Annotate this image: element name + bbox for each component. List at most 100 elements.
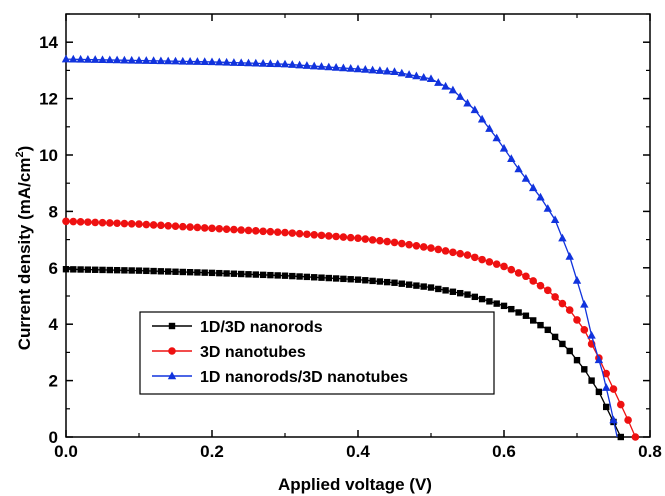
data-point xyxy=(441,81,450,90)
data-point xyxy=(230,225,238,234)
data-point xyxy=(113,219,121,228)
data-point xyxy=(149,56,158,65)
y-tick-label: 0 xyxy=(49,428,58,447)
y-tick-label: 10 xyxy=(39,146,58,165)
data-point xyxy=(200,224,209,232)
legend-label: 1D nanorods/3D nanotubes xyxy=(200,369,408,386)
data-point xyxy=(128,267,135,274)
data-point xyxy=(463,98,472,107)
data-point xyxy=(435,285,442,293)
data-point xyxy=(340,275,347,283)
data-point xyxy=(237,58,246,67)
data-point xyxy=(470,105,479,114)
x-tick-label: 0.6 xyxy=(492,442,516,461)
data-point xyxy=(412,242,421,250)
data-point xyxy=(368,65,377,74)
data-point xyxy=(507,265,516,274)
x-tick-label: 0.0 xyxy=(54,442,78,461)
x-tick-label: 0.2 xyxy=(200,442,224,461)
series-square xyxy=(62,266,624,441)
data-point xyxy=(346,64,355,72)
data-point xyxy=(222,225,231,233)
data-point xyxy=(215,224,224,233)
data-point xyxy=(398,239,406,248)
data-point xyxy=(617,400,625,409)
data-point xyxy=(375,66,385,74)
data-point xyxy=(92,266,99,273)
data-point xyxy=(91,55,100,63)
data-point xyxy=(288,60,297,68)
data-point xyxy=(514,164,523,173)
data-point xyxy=(471,293,478,301)
data-point xyxy=(346,233,355,242)
data-point xyxy=(419,72,428,81)
data-point xyxy=(324,62,333,71)
data-point xyxy=(318,274,325,281)
legend-item: 3D nanotubes xyxy=(152,344,306,361)
data-point xyxy=(449,288,457,295)
data-point xyxy=(441,247,450,255)
data-point xyxy=(456,92,465,100)
data-point xyxy=(390,238,399,247)
data-point xyxy=(492,133,501,142)
data-point xyxy=(587,330,596,339)
data-point xyxy=(362,277,369,284)
data-point xyxy=(303,230,311,239)
data-point xyxy=(551,293,559,301)
data-point xyxy=(376,278,384,285)
data-point xyxy=(281,272,289,279)
data-point xyxy=(310,61,319,70)
data-point xyxy=(84,266,92,273)
data-point xyxy=(384,278,391,286)
data-point xyxy=(76,218,85,226)
data-point xyxy=(193,223,202,232)
data-point xyxy=(61,54,71,63)
y-tick-label: 8 xyxy=(49,202,58,221)
data-point xyxy=(120,219,129,228)
data-point xyxy=(172,268,179,275)
data-point xyxy=(559,340,566,348)
y-tick-label: 14 xyxy=(39,33,58,52)
data-point xyxy=(77,266,84,273)
data-point xyxy=(267,271,274,279)
data-point xyxy=(347,276,354,283)
data-point xyxy=(442,287,449,294)
data-point xyxy=(266,59,275,67)
data-point xyxy=(390,67,399,76)
data-point xyxy=(486,298,493,305)
data-point xyxy=(412,71,421,80)
data-point xyxy=(303,273,311,281)
y-axis-label-close: ) xyxy=(15,146,34,152)
data-point xyxy=(273,59,282,68)
data-point xyxy=(521,174,531,182)
data-point xyxy=(544,326,551,334)
legend-marker xyxy=(168,322,176,330)
data-point xyxy=(413,282,420,289)
data-point xyxy=(288,229,297,237)
data-point xyxy=(565,252,574,260)
data-point xyxy=(609,385,618,393)
data-point xyxy=(142,56,151,64)
data-point xyxy=(244,58,253,67)
data-point xyxy=(456,249,465,258)
data-point xyxy=(164,221,172,230)
data-point xyxy=(105,55,114,64)
data-point xyxy=(142,220,151,229)
data-point xyxy=(558,299,567,308)
data-point xyxy=(464,291,471,298)
data-point xyxy=(573,316,581,324)
data-point xyxy=(127,220,136,228)
data-point xyxy=(127,55,136,64)
y-axis-label: Current density (mA/cm2) xyxy=(14,146,34,351)
data-point xyxy=(317,231,326,240)
data-point xyxy=(310,231,319,239)
data-point xyxy=(258,59,268,67)
y-tick-label: 4 xyxy=(49,315,59,334)
data-point xyxy=(179,222,187,231)
data-point xyxy=(354,276,362,283)
data-point xyxy=(112,55,122,64)
data-point xyxy=(238,270,245,278)
data-point xyxy=(339,63,348,72)
data-point xyxy=(208,269,216,277)
